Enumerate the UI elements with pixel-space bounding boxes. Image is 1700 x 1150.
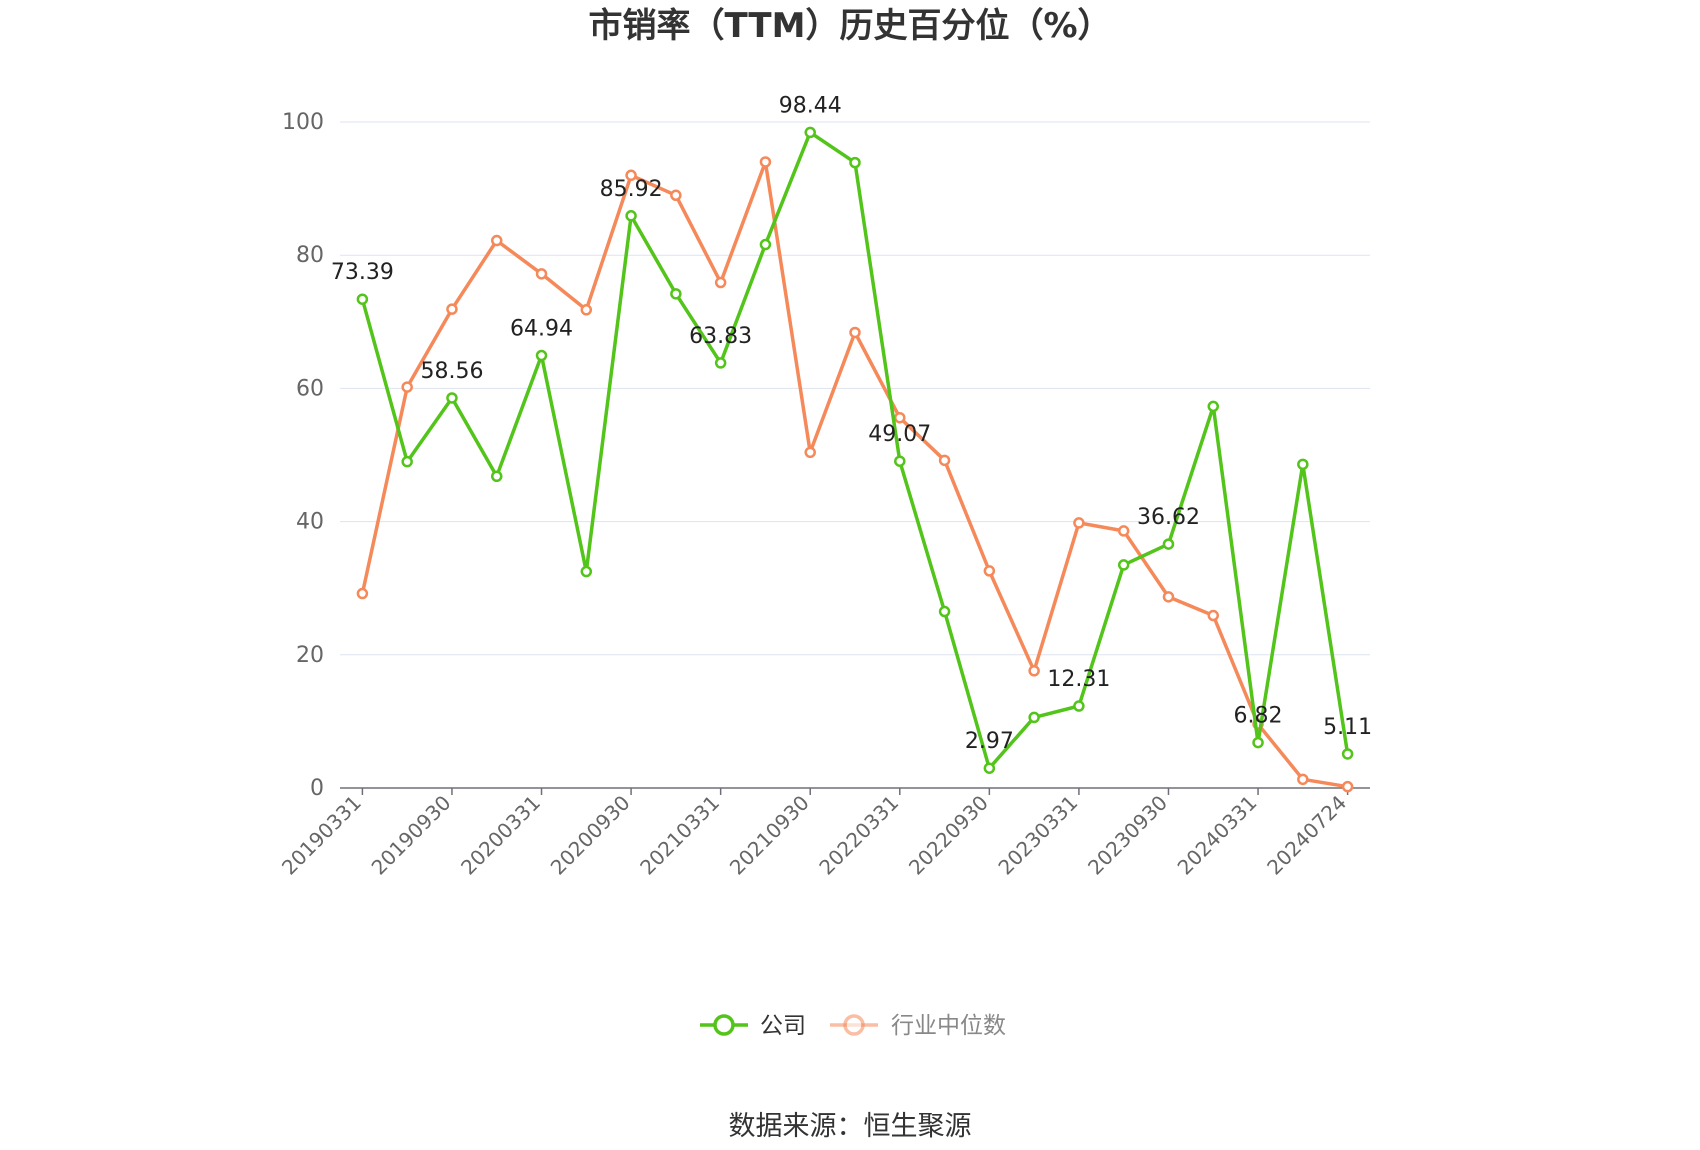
data-label: 64.94 [510,316,573,341]
data-point [938,605,951,618]
data-label: 98.44 [779,93,842,118]
data-point [1117,559,1130,571]
data-point [446,392,458,404]
grid [340,121,1370,656]
x-tick-label: 20190930 [367,791,456,880]
legend-item-industry-median[interactable]: 行业中位数 [830,1013,1006,1039]
data-point [670,189,682,202]
data-point [446,303,458,315]
data-point [356,293,369,305]
data-label: 63.83 [689,324,752,349]
data-point [1028,665,1040,677]
data-point [759,238,772,251]
x-tick-label: 20200331 [456,791,545,880]
x-tick-label: 20220930 [904,791,993,880]
data-point [1252,736,1264,749]
legend-marker [713,1014,735,1036]
legend[interactable]: 公司 行业中位数 [700,1013,1006,1039]
data-label: 49.07 [868,422,931,447]
data-label: 36.62 [1137,505,1200,530]
data-point [1073,517,1085,529]
x-tick-label: 20200930 [546,791,635,880]
source-note: 数据来源：恒生聚源 [729,1111,972,1142]
data-point [490,470,503,483]
legend-label: 公司 [760,1013,806,1039]
x-tick-label: 20210930 [725,791,814,880]
data-point [356,587,369,600]
data-label: 5.11 [1323,715,1372,740]
data-point [938,454,951,467]
data-point [1207,609,1220,622]
data-point [1117,525,1130,537]
data-point [401,381,413,393]
legend-item-company[interactable]: 公司 [700,1013,806,1039]
y-tick-label: 80 [296,243,324,268]
data-point [1341,748,1354,760]
data-point [849,326,861,339]
x-tick-label: 20220331 [814,791,903,880]
data-label: 12.31 [1047,667,1110,692]
y-tick-label: 20 [296,643,324,668]
y-tick-label: 60 [296,376,324,401]
series-company [356,126,1354,774]
data-label: 58.56 [420,359,483,384]
data-point [1028,711,1040,724]
legend-label: 行业中位数 [891,1013,1006,1039]
x-tick-label: 20230930 [1083,791,1172,880]
x-tick-label: 20240331 [1173,791,1262,880]
data-label: 6.82 [1234,704,1283,729]
data-point [714,276,727,289]
y-tick-label: 0 [310,776,324,801]
data-point [849,156,861,169]
chart-title: 市销率（TTM）历史百分位（%） [588,6,1111,46]
series-industry-median [356,156,1354,793]
data-point [1297,458,1309,471]
data-point [670,288,682,300]
data-point [1073,700,1085,712]
x-tick-label: 20190331 [277,791,366,880]
data-point [804,446,816,459]
x-tick-label: 20210331 [635,791,724,880]
data-point [759,156,772,168]
data-label: 73.39 [331,260,394,285]
y-tick-label: 100 [282,110,324,135]
x-axis: 20190331 20190930 20200331 20200930 20210331… [277,787,1370,880]
data-point [490,234,503,247]
data-label: 2.97 [965,729,1014,754]
legend-marker [843,1014,865,1036]
data-point [1162,538,1175,550]
y-axis: 0 20 40 60 80 100 [282,110,324,801]
data-point [714,357,727,369]
data-point [580,565,593,578]
data-point [625,169,637,182]
data-point [1341,780,1354,793]
data-label: 85.92 [600,177,663,202]
series-lines [356,126,1354,793]
data-point [1207,400,1220,413]
data-point [1297,773,1309,786]
data-labels: 73.39 58.56 64.94 85.92 63.83 98.44 49.07 2.97 1… [331,93,1372,754]
data-point [894,411,906,424]
x-tick-label: 20230331 [993,791,1082,880]
x-tick-label: 20240724 [1262,791,1351,880]
data-point [535,268,548,280]
data-point [983,565,996,577]
data-point [625,210,637,222]
data-point [401,455,413,468]
data-point [983,762,996,774]
y-tick-label: 40 [296,510,324,535]
data-point [894,455,906,467]
series-line [360,130,1350,770]
series-line [360,160,1348,789]
data-point [535,349,548,362]
data-point [580,304,593,316]
data-point [1162,591,1175,603]
data-point [804,126,816,139]
